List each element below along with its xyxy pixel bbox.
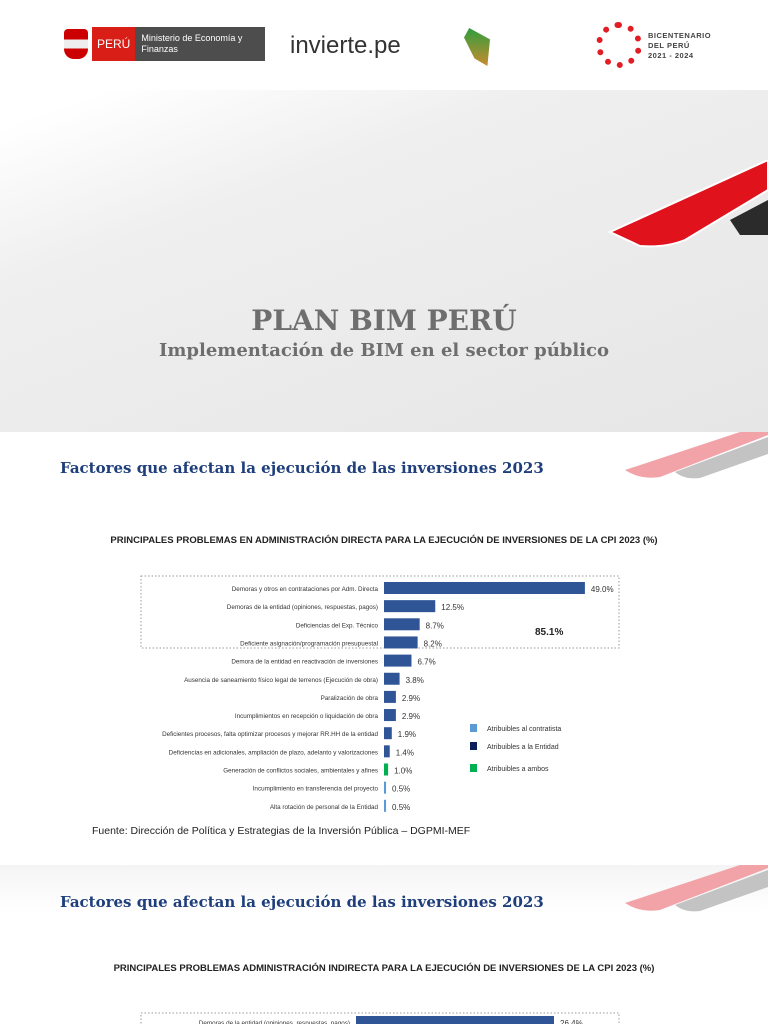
highlight-box xyxy=(140,575,620,649)
category-label: Ausencia de saneamiento físico legal de … xyxy=(184,677,378,684)
category-label: Deficiencias del Exp. Técnico xyxy=(296,622,379,629)
bar xyxy=(384,727,392,740)
coat-of-arms-icon xyxy=(64,29,88,59)
bar xyxy=(356,1016,554,1024)
data-label: 6.7% xyxy=(417,658,435,667)
category-label: Demoras de la entidad (opiniones, respue… xyxy=(227,604,378,611)
source-note: Fuente: Dirección de Política y Estrateg… xyxy=(92,825,471,837)
total-annotation: 85.1% xyxy=(535,627,563,638)
data-label: 0.5% xyxy=(392,803,410,812)
bar-chart-directa: Demoras y otros en contrataciones por Ad… xyxy=(140,575,620,812)
bar xyxy=(384,618,420,631)
slide-heading: Factores que afectan la ejecución de las… xyxy=(60,459,544,477)
bicentenario-emblem-icon xyxy=(596,22,642,68)
peru-map-icon xyxy=(464,28,490,66)
data-label: 1.9% xyxy=(398,730,416,739)
slide-heading: Factores que afectan la ejecución de las… xyxy=(60,893,544,911)
data-label: 3.8% xyxy=(406,676,424,685)
bar xyxy=(384,654,412,667)
category-label: Demoras de la entidad (opiniones, respue… xyxy=(199,1020,350,1024)
category-label: Incumplimientos en recepción o liquidaci… xyxy=(235,713,379,720)
bar-chart-indirecta: Demoras de la entidad (opiniones, respue… xyxy=(140,1012,620,1024)
data-label: 0.5% xyxy=(392,785,410,794)
legend-swatch xyxy=(470,742,477,750)
swoosh-decoration xyxy=(625,432,768,479)
slide-factores-indirecta: Factores que afectan la ejecución de las… xyxy=(0,865,768,1024)
legend-swatch xyxy=(470,764,477,772)
category-label: Paralización de obra xyxy=(321,695,379,702)
data-label: 49.0% xyxy=(591,585,614,594)
bar xyxy=(384,582,585,594)
bar xyxy=(384,600,436,613)
bar xyxy=(384,781,387,794)
bar xyxy=(384,672,400,685)
slide-cover: PERÚ Ministerio de Economía y Finanzas i… xyxy=(0,0,768,432)
highlight-box xyxy=(140,1012,620,1024)
peru-label: PERÚ xyxy=(92,27,136,61)
bar xyxy=(384,636,418,649)
data-label: 8.7% xyxy=(426,621,444,630)
data-label: 8.2% xyxy=(424,639,442,648)
category-label: Deficiencias en adicionales, ampliación … xyxy=(169,749,378,756)
category-label: Demoras y otros en contrataciones por Ad… xyxy=(232,586,379,593)
bar xyxy=(384,709,396,722)
invierte-logo: invierte.pe xyxy=(290,32,401,59)
category-label: Demora de la entidad en reactivación de … xyxy=(231,659,378,666)
category-label: Deficientes procesos, falta optimizar pr… xyxy=(162,731,378,738)
con-punche-peru-logo xyxy=(464,22,538,68)
category-label: Alta rotación de personal de la Entidad xyxy=(270,804,379,811)
slide-factores-directa: Factores que afectan la ejecución de las… xyxy=(0,432,768,865)
category-label: Incumplimiento en transferencia del proy… xyxy=(253,786,379,793)
category-label: Deficiente asignación/programación presu… xyxy=(240,640,378,647)
category-label: Generación de conflictos sociales, ambie… xyxy=(223,768,378,775)
presentation-subtitle: Implementación de BIM en el sector públi… xyxy=(158,340,610,361)
bar xyxy=(384,745,390,758)
data-label: 2.9% xyxy=(402,712,420,721)
data-label: 1.0% xyxy=(394,767,412,776)
data-label: 12.5% xyxy=(441,603,464,612)
swoosh-decoration xyxy=(625,865,768,912)
chart-title: PRINCIPALES PROBLEMAS EN ADMINISTRACIÓN … xyxy=(110,535,658,546)
mef-logo: PERÚ Ministerio de Economía y Finanzas xyxy=(64,27,266,61)
data-label: 1.4% xyxy=(396,748,414,757)
presentation-title: PLAN BIM PERÚ xyxy=(251,304,517,337)
logo-bar: PERÚ Ministerio de Economía y Finanzas i… xyxy=(0,0,768,90)
bar xyxy=(384,763,389,776)
chart-title: PRINCIPALES PROBLEMAS ADMINISTRACIÓN IND… xyxy=(113,963,655,974)
bar xyxy=(384,690,396,703)
bicentenario-logo: BICENTENARIO DEL PERÚ 2021 - 2024 xyxy=(648,31,712,60)
red-swoosh-decoration xyxy=(607,160,768,248)
legend-label: Atribuibles a la Entidad xyxy=(487,744,559,751)
legend-swatch xyxy=(470,724,477,732)
legend-label: Atribuibles a ambos xyxy=(487,766,549,773)
data-label: 2.9% xyxy=(402,694,420,703)
data-label: 26.4% xyxy=(560,1019,583,1024)
bar xyxy=(384,799,387,812)
legend-label: Atribuibles al contratista xyxy=(487,726,561,733)
ministry-label: Ministerio de Economía y Finanzas xyxy=(135,27,266,61)
